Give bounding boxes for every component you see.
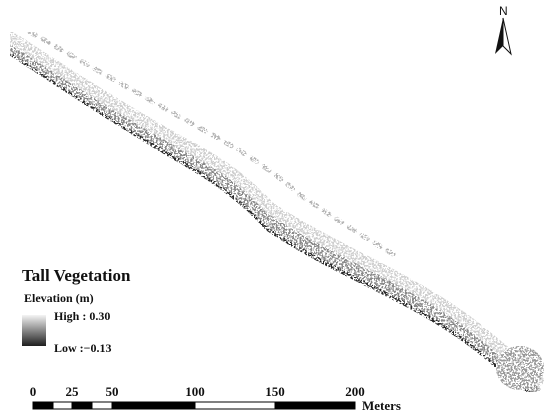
scale-tick-label: 100 — [185, 384, 205, 399]
scale-bar — [32, 401, 356, 410]
legend-title: Tall Vegetation — [22, 266, 131, 285]
scale-units-label: Meters — [362, 398, 401, 413]
vegetation-body — [4, 39, 541, 394]
scale-tick-label: 200 — [345, 384, 365, 399]
north-label: N — [499, 4, 508, 18]
vegetation-strip — [4, 29, 544, 395]
legend-subtitle: Elevation (m) — [24, 291, 94, 305]
scale-tick-label: 50 — [105, 384, 119, 399]
vegetation-scatter — [27, 29, 403, 261]
legend-low-label: Low :−0.13 — [54, 341, 112, 355]
scale-tick-label: 150 — [265, 384, 285, 399]
vegetation-canopy — [6, 32, 544, 386]
legend-color-ramp — [22, 315, 46, 346]
legend-high-label: High : 0.30 — [54, 309, 111, 323]
vegetation-dark-edge — [7, 49, 535, 395]
north-arrow-icon — [495, 17, 512, 56]
scale-tick-label: 25 — [65, 384, 79, 399]
vegetation-end — [496, 346, 544, 390]
scale-tick-label: 0 — [29, 384, 37, 399]
